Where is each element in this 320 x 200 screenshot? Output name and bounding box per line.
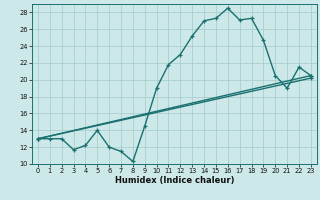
X-axis label: Humidex (Indice chaleur): Humidex (Indice chaleur) [115,176,234,185]
